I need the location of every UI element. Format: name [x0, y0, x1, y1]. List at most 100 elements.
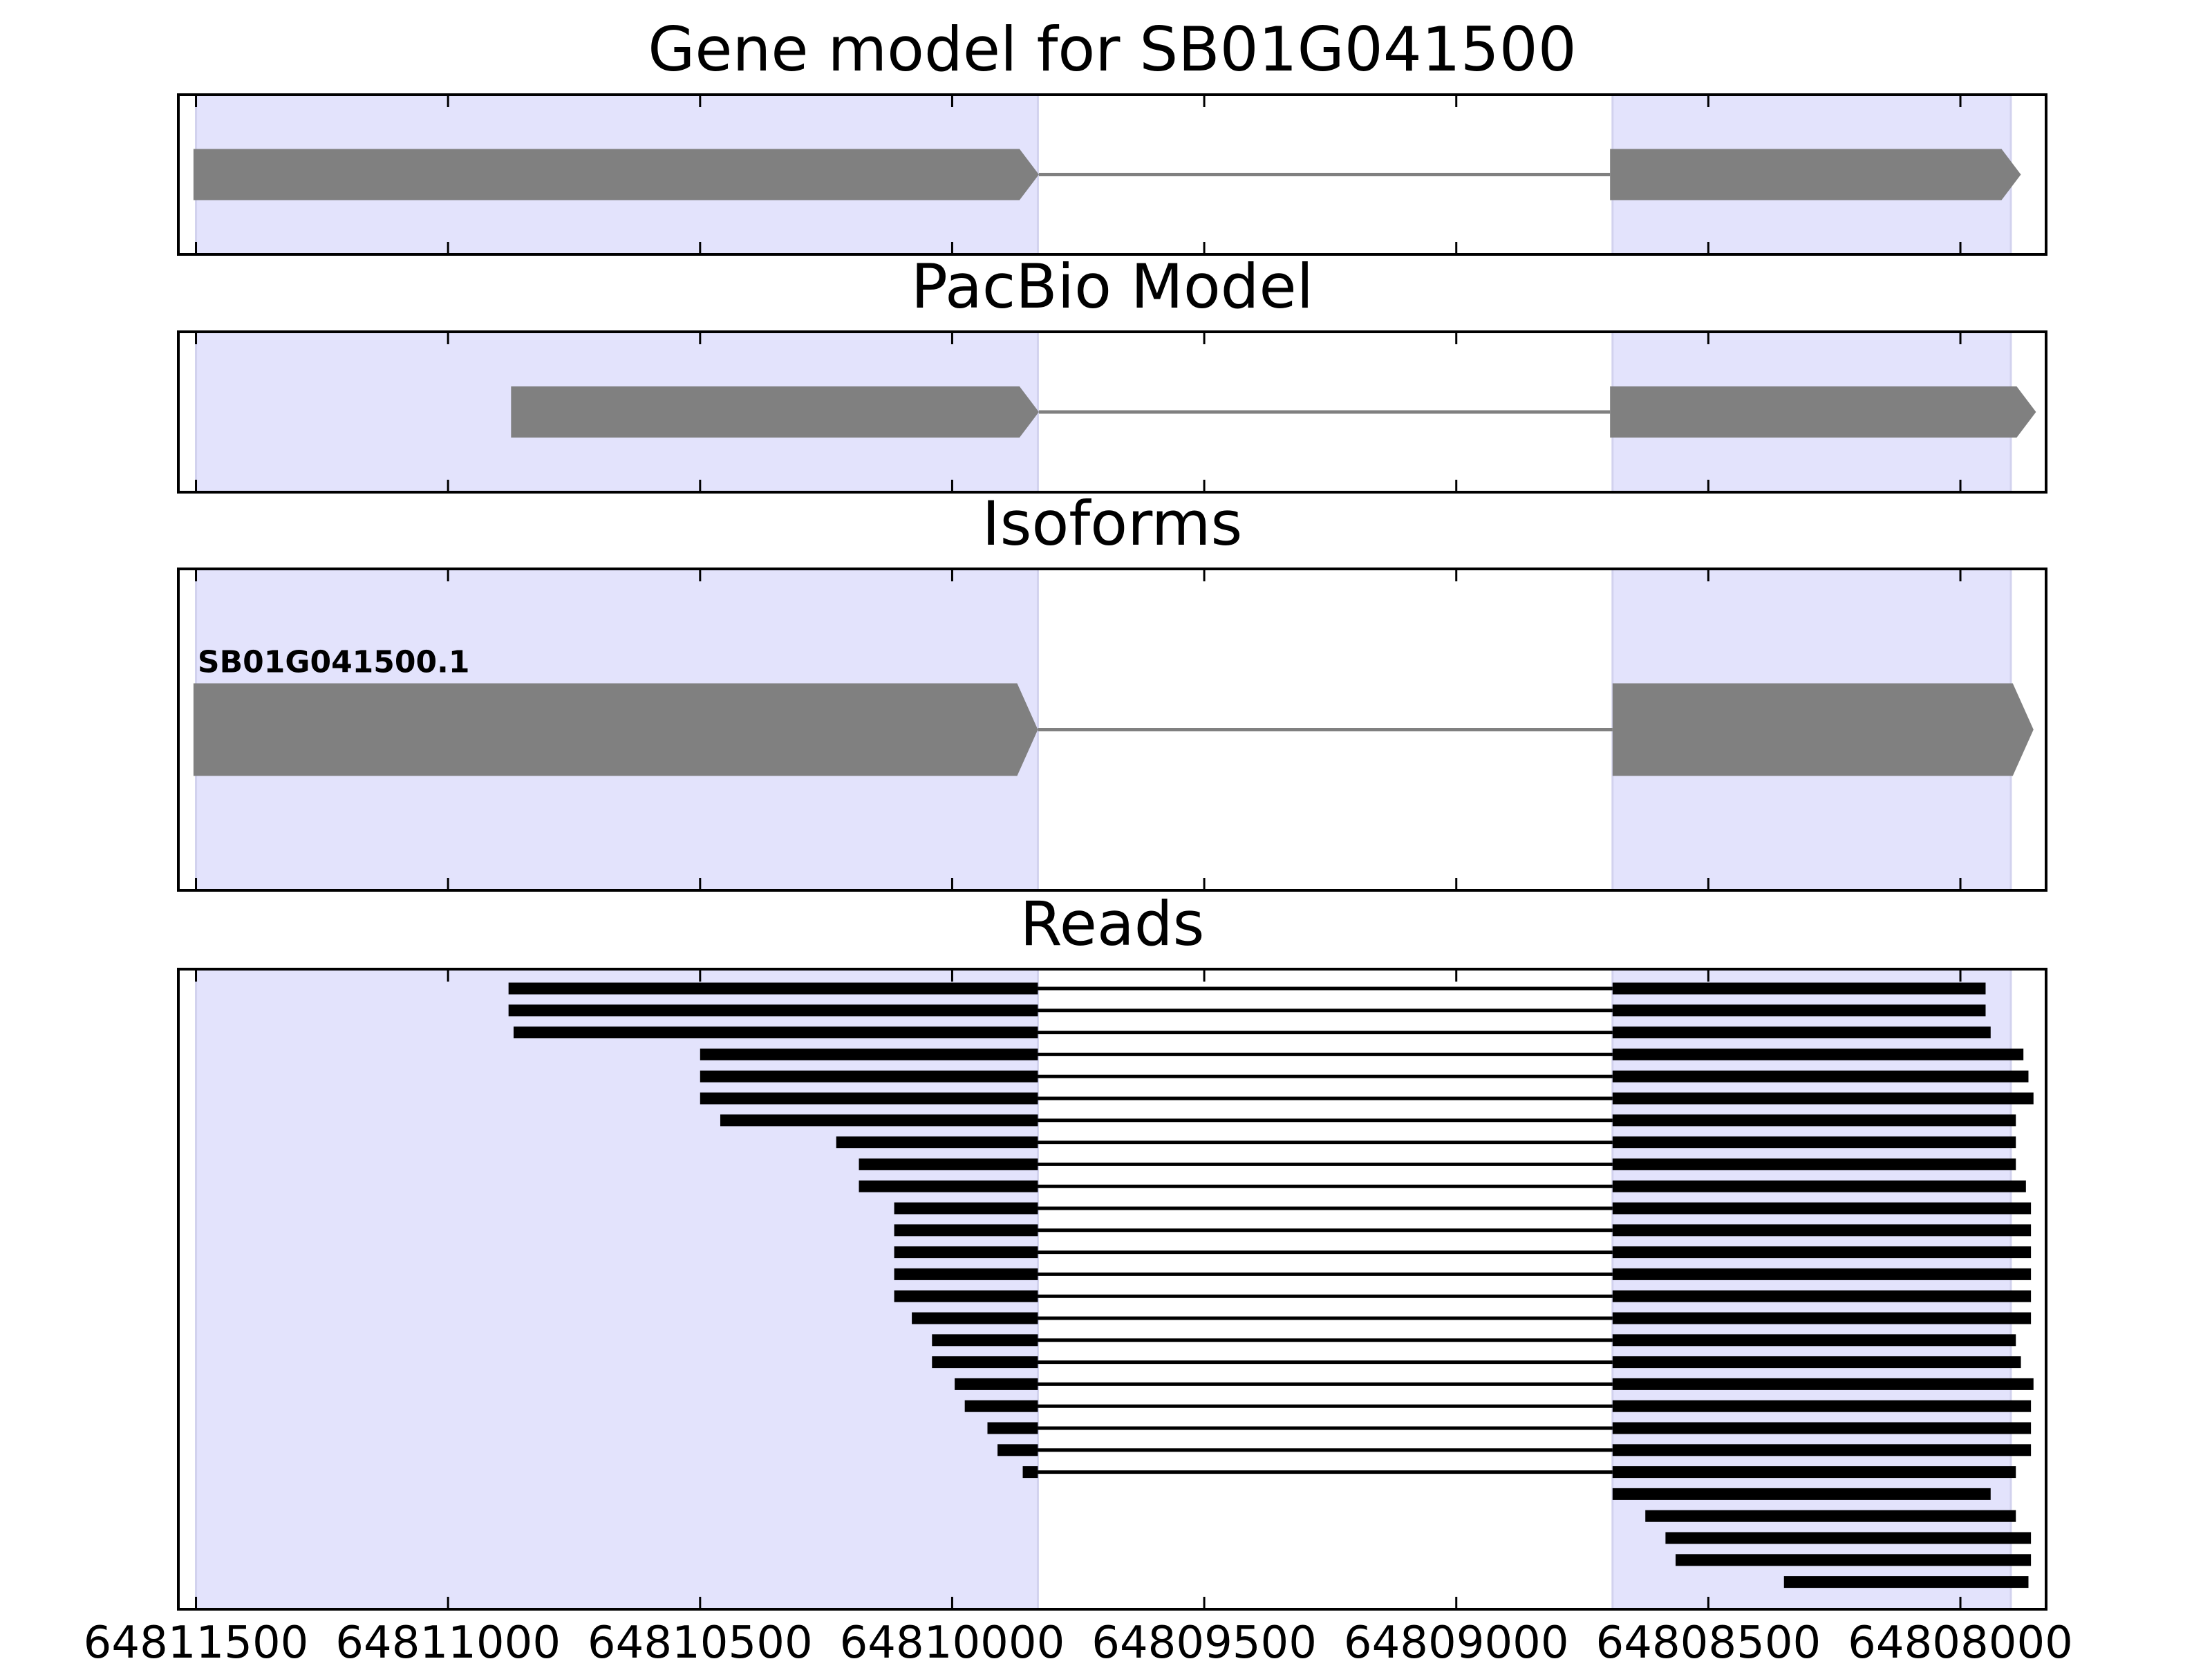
- read-exon: [720, 1114, 1038, 1127]
- read-exon: [700, 1092, 1038, 1105]
- read-exon: [700, 1070, 1038, 1082]
- exon-arrow-2: [1612, 683, 2034, 776]
- read-28: [1783, 1576, 2029, 1588]
- read-10: [859, 1180, 2026, 1192]
- read-exon: [1612, 1466, 2016, 1479]
- read-exon: [508, 1004, 1038, 1017]
- gene-feature-pacbio: [511, 386, 2036, 438]
- read-exon: [894, 1202, 1038, 1215]
- gene-feature-isoforms: SB01G041500.1: [193, 645, 2034, 776]
- read-exon: [955, 1378, 1038, 1390]
- read-exon: [700, 1048, 1038, 1060]
- read-exon: [1612, 1444, 2032, 1456]
- read-16: [912, 1312, 2032, 1324]
- read-14: [894, 1268, 2032, 1280]
- read-exon: [508, 982, 1038, 995]
- exon-arrow-1: [193, 149, 1039, 200]
- read-1: [508, 982, 1986, 995]
- read-exon: [1612, 1400, 2032, 1412]
- read-2: [508, 1004, 1986, 1017]
- read-exon: [1612, 1334, 2016, 1347]
- read-exon: [1612, 1114, 2016, 1127]
- read-exon: [1612, 1048, 2024, 1060]
- read-5: [700, 1070, 2029, 1082]
- panel-title-pacbio: PacBio Model: [911, 251, 1313, 322]
- panel-title-gene: Gene model for SB01G041500: [648, 14, 1577, 85]
- read-exon: [894, 1290, 1038, 1302]
- read-20: [964, 1400, 2032, 1412]
- read-11: [894, 1202, 2032, 1215]
- read-exon: [1612, 1180, 2026, 1192]
- panel-title-reads: Reads: [1020, 888, 1205, 959]
- read-exon: [1022, 1466, 1038, 1479]
- read-exon: [1645, 1510, 2016, 1522]
- read-13: [894, 1246, 2032, 1259]
- read-exon: [1612, 1378, 2034, 1390]
- read-exon: [997, 1444, 1038, 1456]
- x-tick-label: 64810500: [588, 1618, 813, 1659]
- read-exon: [1612, 1246, 2032, 1259]
- read-12: [894, 1224, 2032, 1237]
- read-9: [859, 1158, 2016, 1170]
- read-exon: [1612, 1290, 2032, 1302]
- read-21: [987, 1422, 2032, 1434]
- read-exon: [859, 1158, 1038, 1170]
- x-tick-label: 64809000: [1344, 1618, 1569, 1659]
- read-exon: [1612, 1158, 2016, 1170]
- panels: Gene model for SB01G041500 PacBio Model Is…: [84, 14, 2073, 1659]
- read-exon: [894, 1224, 1038, 1237]
- x-tick-label: 64808500: [1596, 1618, 1821, 1659]
- panel-title-isoforms: Isoforms: [982, 488, 1243, 559]
- read-exon: [1612, 1224, 2032, 1237]
- read-exon: [1612, 1312, 2032, 1324]
- exon-arrow-2: [1610, 149, 2021, 200]
- read-exon: [894, 1246, 1038, 1259]
- x-tick-label: 64811500: [84, 1618, 309, 1659]
- isoform-label: SB01G041500.1: [198, 645, 470, 680]
- read-exon: [1612, 982, 1986, 995]
- panel-gene: Gene model for SB01G041500: [177, 14, 2047, 256]
- x-tick-label: 64811000: [335, 1618, 561, 1659]
- read-6: [700, 1092, 2034, 1105]
- gene-feature-gene: [193, 149, 2021, 200]
- read-15: [894, 1290, 2032, 1302]
- read-26: [1665, 1532, 2032, 1544]
- read-4: [700, 1048, 2024, 1060]
- read-exon: [1612, 1136, 2016, 1149]
- read-exon: [859, 1180, 1038, 1192]
- read-8: [836, 1136, 2016, 1149]
- read-exon: [836, 1136, 1038, 1149]
- read-7: [720, 1114, 2016, 1127]
- read-exon: [1612, 1004, 1986, 1017]
- read-27: [1675, 1554, 2032, 1566]
- panel-frame-gene: [177, 93, 2047, 256]
- x-tick-label: 64808000: [1848, 1618, 2073, 1659]
- panel-frame-pacbio: [177, 330, 2047, 494]
- panel-frame-isoforms: [177, 568, 2047, 892]
- read-exon: [1612, 1092, 2034, 1105]
- read-exon: [1612, 1268, 2032, 1280]
- read-23: [1022, 1466, 2016, 1479]
- read-exon: [1665, 1532, 2032, 1544]
- read-exon: [932, 1334, 1038, 1347]
- read-exon: [1612, 1070, 2029, 1082]
- exon-region-1: [195, 968, 1039, 1611]
- panel-reads: Reads: [177, 888, 2047, 1611]
- read-exon: [912, 1312, 1038, 1324]
- read-exon: [1783, 1576, 2029, 1588]
- read-22: [997, 1444, 2032, 1456]
- x-tick-label: 64810000: [840, 1618, 1065, 1659]
- read-17: [932, 1334, 2016, 1347]
- panel-pacbio: PacBio Model: [177, 251, 2047, 494]
- read-exon: [1675, 1554, 2032, 1566]
- read-19: [955, 1378, 2034, 1390]
- read-exon: [932, 1356, 1038, 1369]
- read-exon: [987, 1422, 1038, 1434]
- read-exon: [513, 1027, 1038, 1039]
- read-exon: [1612, 1356, 2021, 1369]
- panel-frame-reads: [177, 968, 2047, 1611]
- read-exon: [1612, 1202, 2032, 1215]
- read-exon: [894, 1268, 1038, 1280]
- read-exon: [1612, 1027, 1991, 1039]
